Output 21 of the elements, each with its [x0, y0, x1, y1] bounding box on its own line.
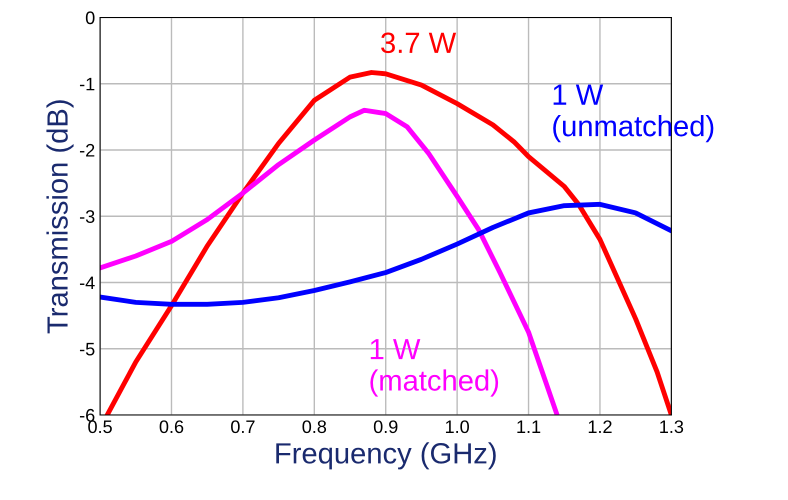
y-tick-label: 0: [86, 11, 95, 24]
x-tick-label: 0.8: [302, 420, 326, 434]
x-tick-label: 1.0: [446, 420, 469, 434]
y-tick-label: -1: [80, 78, 94, 90]
x-tick-label: 1.3: [660, 420, 684, 434]
y-axis-title: Transmission (dB): [46, 100, 74, 334]
x-tick-label: 1.2: [588, 420, 612, 433]
x-tick-label: 0.9: [374, 420, 398, 434]
series-label: 3.7 W: [381, 32, 456, 54]
x-tick-label: 0.6: [160, 420, 184, 434]
y-tick-label: -2: [80, 144, 94, 157]
x-tick-label: 1.1: [517, 420, 540, 433]
x-tick-label: 0.5: [88, 420, 112, 434]
x-tick-label: 0.7: [231, 420, 255, 434]
y-tick-label: -6: [80, 408, 94, 422]
series-label: 1 W (matched): [370, 339, 498, 397]
line-series: [100, 202, 672, 307]
x-axis-title: Frequency (GHz): [276, 442, 496, 470]
y-tick-label: -3: [80, 210, 94, 223]
y-tick-label: -5: [80, 342, 94, 356]
y-tick-label: -4: [80, 276, 95, 290]
